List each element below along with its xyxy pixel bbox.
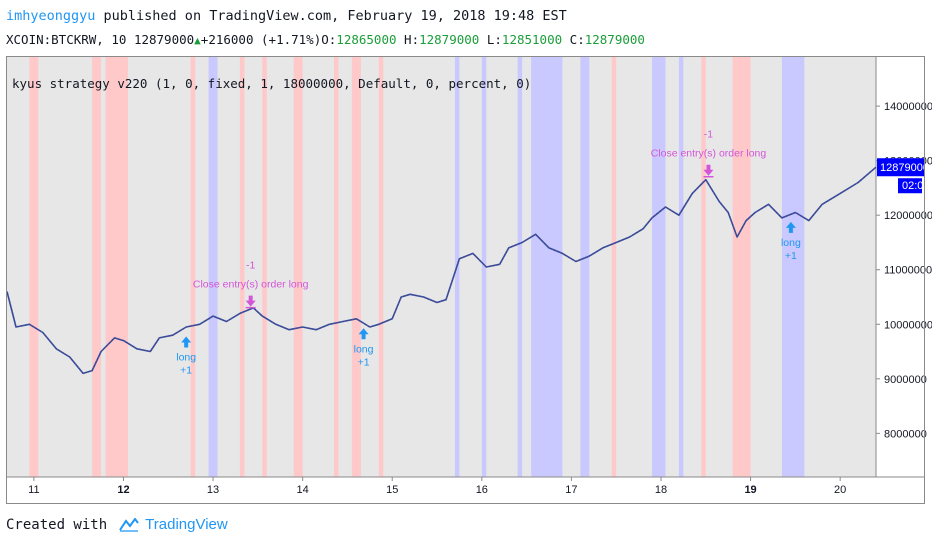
background-band <box>701 57 706 477</box>
footer: Created with TradingView <box>6 516 228 533</box>
tradingview-logo-icon <box>119 517 139 532</box>
x-tick-label: 18 <box>655 484 667 496</box>
x-tick-label: 13 <box>207 484 219 496</box>
long-entry-label: +1 <box>358 356 370 368</box>
y-tick-label: 12000000 <box>884 210 932 222</box>
time-tag-value: 02:00 <box>902 180 930 192</box>
publish-info: published on TradingView.com, February 1… <box>95 8 567 24</box>
long-entry-label: long <box>176 351 196 363</box>
x-tick-label: 12 <box>117 484 129 496</box>
time-tag <box>898 178 922 194</box>
last-price: 12879000 <box>133 32 195 47</box>
close-entry-label: Close entry(s) order long <box>651 148 767 160</box>
high-label: H: <box>404 32 420 47</box>
author-link[interactable]: imhyeonggyu <box>6 8 96 24</box>
long-entry-arrow-icon <box>785 221 796 233</box>
background-band <box>262 57 267 477</box>
x-tick-label: 20 <box>834 484 846 496</box>
price-line <box>6 166 877 375</box>
y-tick-label: 14000000 <box>884 101 932 113</box>
ohlc-legend: XCOIN:BTCKRW, 10 12879000▲+216000 (+1.71… <box>6 32 645 47</box>
created-with-label: Created with <box>6 516 108 533</box>
close-label: C: <box>569 32 585 47</box>
close-value: 12879000 <box>584 32 645 47</box>
low-label: L: <box>486 32 502 47</box>
long-entry-label: +1 <box>785 250 797 262</box>
price-axis-background <box>876 57 924 477</box>
background-band <box>29 57 39 477</box>
close-entry-arrow-icon <box>703 164 714 176</box>
x-tick-label: 17 <box>565 484 577 496</box>
background-band <box>190 57 196 477</box>
high-value: 12879000 <box>419 32 480 47</box>
background-band <box>517 57 523 477</box>
x-tick-label: 19 <box>744 484 756 496</box>
background-band <box>652 57 666 477</box>
y-tick-label: 8000000 <box>884 428 927 440</box>
change-value: +216000 <box>200 32 254 47</box>
background-band <box>678 57 684 477</box>
chart-frame <box>6 56 925 504</box>
close-entry-label: -1 <box>246 260 255 272</box>
up-arrow-icon: ▲ <box>194 34 201 47</box>
price-tag-value: 12879000 <box>880 162 929 174</box>
background-band <box>732 57 751 477</box>
change-percent: (+1.71%) <box>261 32 322 47</box>
x-tick-label: 16 <box>476 484 488 496</box>
open-value: 12865000 <box>336 32 397 47</box>
long-entry-label: +1 <box>180 364 192 376</box>
background-band <box>105 57 128 477</box>
x-tick-label: 14 <box>297 484 309 496</box>
tradingview-brand-link[interactable]: TradingView <box>145 516 228 533</box>
x-tick-label: 15 <box>386 484 398 496</box>
background-band <box>531 57 563 477</box>
background-band <box>239 57 245 477</box>
plot-background <box>7 57 876 477</box>
background-band <box>333 57 339 477</box>
background-band <box>781 57 805 477</box>
price-tag <box>877 158 924 177</box>
background-band <box>293 57 303 477</box>
long-entry-label: long <box>781 237 801 249</box>
long-entry-label: long <box>354 343 374 355</box>
price-chart[interactable]: 8000000 9000000 10000000 11000000 12000000 13… <box>0 56 932 506</box>
background-band <box>378 57 384 477</box>
low-value: 12851000 <box>501 32 563 47</box>
background-band <box>351 57 361 477</box>
background-band <box>580 57 590 477</box>
open-label: O: <box>321 32 337 47</box>
y-tick-label: 11000000 <box>884 265 932 277</box>
close-entry-arrow-icon <box>245 295 256 307</box>
close-entry-label: Close entry(s) order long <box>193 279 309 291</box>
y-tick-label: 9000000 <box>884 374 927 386</box>
long-entry-arrow-icon <box>181 336 192 348</box>
strategy-label: kyus strategy v220 (1, 0, fixed, 1, 1800… <box>12 76 532 91</box>
x-tick-label: 11 <box>28 484 39 496</box>
y-tick-label: 10000000 <box>884 319 932 331</box>
background-band <box>92 57 102 477</box>
background-band <box>611 57 617 477</box>
publish-header: imhyeonggyu published on TradingView.com… <box>6 6 567 26</box>
background-band <box>208 57 218 477</box>
close-entry-label: -1 <box>704 129 713 141</box>
background-band <box>481 57 487 477</box>
symbol-label: XCOIN:BTCKRW, 10 <box>6 32 127 47</box>
long-entry-arrow-icon <box>358 328 369 340</box>
